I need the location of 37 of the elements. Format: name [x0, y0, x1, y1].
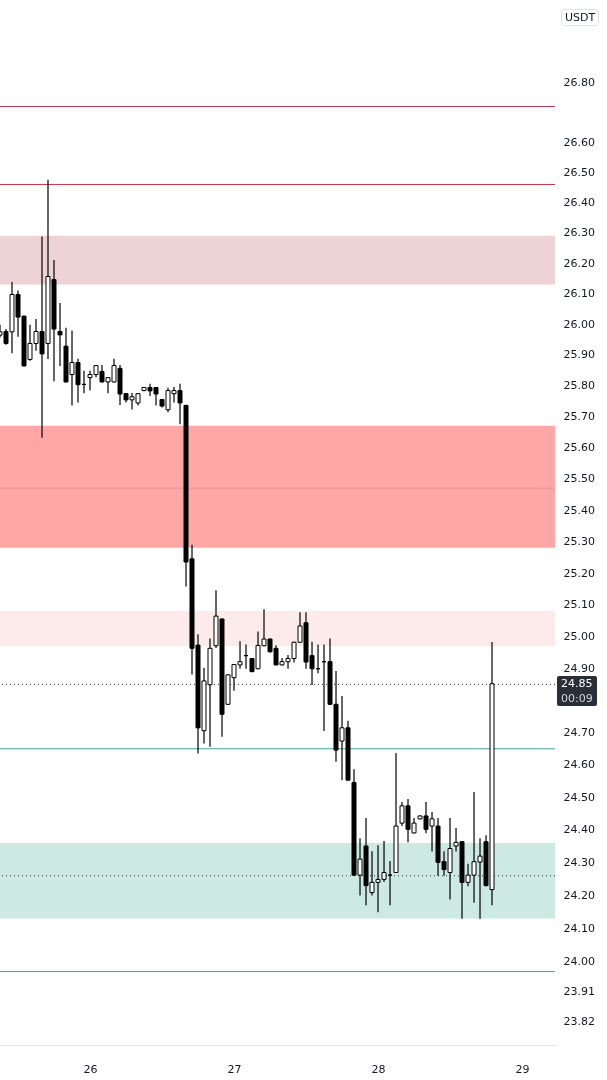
y-tick-label: 24.50	[563, 790, 595, 804]
x-tick-label: 28	[371, 1062, 386, 1076]
y-tick-label: 24.70	[563, 726, 595, 740]
x-tick-label: 27	[227, 1062, 242, 1076]
y-tick-label: 26.40	[563, 196, 595, 210]
y-tick-label: 25.60	[563, 441, 595, 455]
y-tick-label: 24.30	[563, 856, 595, 870]
y-tick-label: 25.70	[563, 410, 595, 424]
y-tick-label: 24.00	[563, 955, 595, 969]
y-axis-title: USDT	[561, 9, 600, 26]
y-tick-label: 26.00	[563, 317, 595, 331]
x-tick-label: 29	[515, 1062, 530, 1076]
y-tick-label: 24.90	[563, 661, 595, 675]
y-tick-label: 26.50	[563, 165, 595, 179]
y-tick-label: 25.00	[563, 629, 595, 643]
y-tick-label: 24.10	[563, 921, 595, 935]
y-tick-label: 23.91	[563, 985, 595, 999]
text: 00:09	[561, 691, 593, 707]
y-tick-label: 26.60	[563, 135, 595, 149]
y-tick-label: 24.60	[563, 758, 595, 772]
y-tick-label: 24.20	[563, 889, 595, 903]
y-tick-label: 25.80	[563, 379, 595, 393]
y-tick-label: 26.10	[563, 287, 595, 301]
ref-line-label: 24.85	[561, 676, 593, 692]
x-tick-label: 26	[83, 1062, 98, 1076]
y-tick-label: 23.82	[563, 1015, 595, 1029]
y-tick-label: 25.10	[563, 598, 595, 612]
y-tick-label: 26.20	[563, 256, 595, 270]
y-tick-label: 25.50	[563, 472, 595, 486]
y-tick-label: 26.80	[563, 76, 595, 90]
y-tick-label: 25.90	[563, 348, 595, 362]
y-tick-label: 24.40	[563, 823, 595, 837]
y-tick-label: 25.40	[563, 503, 595, 517]
y-tick-label: 26.30	[563, 226, 595, 240]
candlestick	[57, 303, 63, 366]
y-tick-label: 25.20	[563, 566, 595, 580]
y-tick-label: 25.30	[563, 534, 595, 548]
